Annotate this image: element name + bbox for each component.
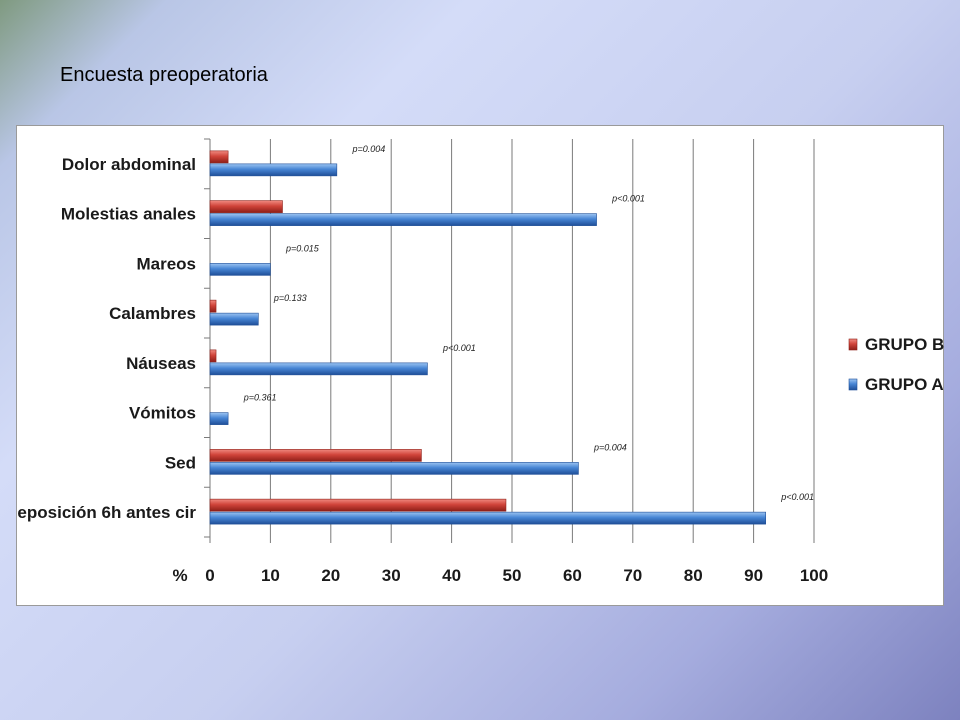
x-tick-label-10: 10	[261, 566, 280, 585]
bar-grupo-a-vomitos	[209, 412, 229, 425]
x-tick-label-0: 0	[205, 566, 214, 585]
p-value-deposicion-6h-antes-cir: p<0.001	[780, 492, 814, 502]
category-label-calambres: Calambres	[109, 304, 196, 323]
p-value-mareos: p=0.015	[285, 243, 320, 253]
x-tick-label-30: 30	[382, 566, 401, 585]
bar-grupo-b-calambres	[209, 299, 217, 313]
x-tick-label-100: 100	[800, 566, 828, 585]
legend-label-grupo-b: GRUPO B	[865, 335, 944, 354]
x-tick-label-80: 80	[684, 566, 703, 585]
x-tick-label-60: 60	[563, 566, 582, 585]
x-tick-label-40: 40	[442, 566, 461, 585]
category-label-mareos: Mareos	[136, 254, 196, 273]
chart-area: 0 10 20 30 40 50 60 70 80 90 100% Dolor abdominal p=…	[16, 125, 944, 606]
p-value-sed: p=0.004	[593, 442, 627, 452]
category-label-dolor-abdominal: Dolor abdominal	[62, 155, 196, 174]
bar-grupo-a-calambres	[209, 312, 259, 326]
slide-title: Encuesta preoperatoria	[60, 64, 268, 86]
p-value-calambres: p=0.133	[273, 293, 307, 303]
x-tick-label-70: 70	[623, 566, 642, 585]
x-tick-label-20: 20	[321, 566, 340, 585]
legend-label-grupo-a: GRUPO A	[865, 375, 944, 394]
legend-swatch-grupo-b	[848, 338, 858, 351]
category-label-vomitos: Vómitos	[129, 404, 196, 423]
category-label-molestias-anales: Molestias anales	[61, 205, 196, 224]
bar-grupo-b-molestias-anales	[209, 200, 283, 213]
bar-chart: 0 10 20 30 40 50 60 70 80 90 100% Dolor abdominal p=…	[17, 138, 944, 585]
p-value-vomitos: p=0.361	[243, 393, 277, 403]
p-value-nauseas: p<0.001	[442, 343, 476, 353]
bar-grupo-a-molestias-anales	[209, 213, 597, 226]
bar-grupo-a-sed	[209, 462, 579, 475]
bar-grupo-a-nauseas	[209, 362, 428, 376]
bar-grupo-a-dolor-abdominal	[209, 163, 338, 177]
category-label-nauseas: Náuseas	[126, 354, 196, 373]
x-axis-label: %	[172, 566, 187, 585]
x-tick-label-90: 90	[744, 566, 763, 585]
bar-grupo-b-deposicion-6h-antes-cir	[209, 498, 507, 512]
bar-grupo-a-deposicion-6h-antes-cir	[209, 511, 766, 525]
p-value-molestias-anales: p<0.001	[611, 194, 645, 204]
category-label-sed: Sed	[165, 453, 196, 472]
bar-grupo-a-mareos	[209, 263, 271, 276]
bar-grupo-b-nauseas	[209, 349, 217, 363]
category-label-deposicion-6h-antes-cir: Deposición 6h antes cir	[17, 503, 196, 522]
x-tick-label-50: 50	[503, 566, 522, 585]
p-value-dolor-abdominal: p=0.004	[351, 144, 385, 154]
legend-swatch-grupo-a	[848, 378, 858, 391]
bar-grupo-b-sed	[209, 449, 422, 462]
bar-grupo-b-dolor-abdominal	[209, 150, 229, 164]
